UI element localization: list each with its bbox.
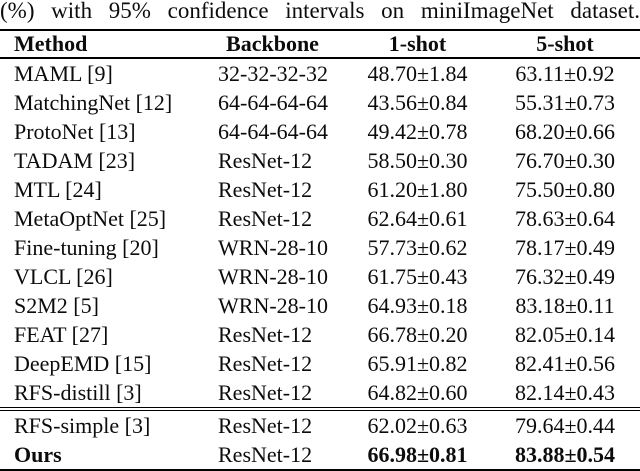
method-cell: Ours: [14, 441, 62, 467]
method-cell: MAML [9]: [14, 60, 113, 86]
backbone-cell: WRN-28-10: [218, 292, 328, 318]
table-row: MatchingNet [12] 64-64-64-64 43.56±0.84 55.…: [0, 88, 640, 117]
method-cell: RFS-simple [3]: [0, 407, 200, 440]
results-table: Method Backbone 1-shot 5-shot MAML [9] 32…: [0, 29, 640, 471]
five-shot-cell: 76.70±0.30: [514, 147, 616, 173]
five-shot-cell: 82.41±0.56: [514, 350, 616, 376]
method-cell: TADAM [23]: [14, 147, 136, 173]
five-shot-cell: 78.63±0.64: [514, 205, 616, 231]
one-shot-cell: 66.98±0.81: [367, 441, 468, 467]
one-shot-cell: 61.75±0.43: [367, 263, 468, 289]
backbone-cell: ResNet-12: [218, 205, 313, 231]
backbone-cell: ResNet-12: [218, 350, 313, 376]
method-cell: FEAT [27]: [14, 321, 109, 347]
one-shot-cell: 48.70±1.84: [367, 60, 468, 86]
backbone-cell: 64-64-64-64: [218, 89, 328, 115]
one-shot-cell: 62.02±0.63: [345, 407, 490, 440]
table-row: VLCL [26] WRN-28-10 61.75±0.43 76.32±0.49: [0, 262, 640, 291]
table-row: MAML [9] 32-32-32-32 48.70±1.84 63.11±0.92: [0, 58, 640, 88]
table-row: RFS-distill [3] ResNet-12 64.82±0.60 82.14±…: [0, 378, 640, 409]
five-shot-cell: 82.05±0.14: [514, 321, 616, 347]
table-row: FEAT [27] ResNet-12 66.78±0.20 82.05±0.14: [0, 320, 640, 349]
one-shot-cell: 65.91±0.82: [367, 350, 468, 376]
five-shot-cell: 68.20±0.66: [514, 118, 616, 144]
backbone-cell: ResNet-12: [200, 407, 345, 440]
five-shot-cell: 75.50±0.80: [514, 176, 616, 202]
column-header-5-shot: 5-shot: [490, 30, 640, 59]
table-header: Method Backbone 1-shot 5-shot: [0, 30, 640, 59]
five-shot-cell: 83.18±0.11: [515, 292, 615, 318]
five-shot-cell: 79.64±0.44: [490, 407, 640, 440]
table-row: TADAM [23] ResNet-12 58.50±0.30 76.70±0.30: [0, 146, 640, 175]
one-shot-cell: 66.78±0.20: [367, 321, 468, 347]
one-shot-cell: 61.20±1.80: [367, 176, 468, 202]
column-header-method: Method: [0, 30, 200, 59]
one-shot-cell: 43.56±0.84: [367, 89, 468, 115]
table-row: Fine-tuning [20] WRN-28-10 57.73±0.62 78.17…: [0, 233, 640, 262]
column-header-1-shot: 1-shot: [345, 30, 490, 59]
one-shot-cell: 62.64±0.61: [367, 205, 468, 231]
backbone-cell: WRN-28-10: [218, 263, 328, 289]
results-table-body: MAML [9] 32-32-32-32 48.70±1.84 63.11±0.92 M…: [0, 58, 640, 470]
table-row: MetaOptNet [25] ResNet-12 62.64±0.61 78.63±…: [0, 204, 640, 233]
backbone-cell: ResNet-12: [218, 441, 313, 467]
method-cell: Fine-tuning [20]: [14, 234, 159, 260]
column-header-backbone: Backbone: [200, 30, 345, 59]
method-cell: ProtoNet [13]: [14, 118, 136, 144]
method-cell: MTL [24]: [14, 176, 102, 202]
one-shot-cell: 64.93±0.18: [367, 292, 468, 318]
backbone-cell: 64-64-64-64: [218, 118, 328, 144]
five-shot-cell: 55.31±0.73: [514, 89, 616, 115]
one-shot-cell: 57.73±0.62: [367, 234, 468, 260]
table-row: DeepEMD [15] ResNet-12 65.91±0.82 82.41±0.5…: [0, 349, 640, 378]
table-row: Ours ResNet-12 66.98±0.81 83.88±0.54: [0, 440, 640, 470]
table-row: ProtoNet [13] 64-64-64-64 49.42±0.78 68.20±…: [0, 117, 640, 146]
five-shot-cell: 83.88±0.54: [514, 441, 616, 467]
method-cell: MatchingNet [12]: [14, 89, 173, 115]
table-row: S2M2 [5] WRN-28-10 64.93±0.18 83.18±0.11: [0, 291, 640, 320]
five-shot-cell: 63.11±0.92: [515, 60, 615, 86]
five-shot-cell: 78.17±0.49: [514, 234, 616, 260]
method-cell: S2M2 [5]: [14, 292, 99, 318]
backbone-cell: ResNet-12: [218, 379, 313, 405]
five-shot-cell: 76.32±0.49: [514, 263, 616, 289]
backbone-cell: WRN-28-10: [218, 234, 328, 260]
backbone-cell: ResNet-12: [218, 176, 313, 202]
backbone-cell: ResNet-12: [218, 321, 313, 347]
table-caption: (%) with 95% confidence intervals on min…: [0, 0, 640, 23]
method-cell: VLCL [26]: [14, 263, 113, 289]
backbone-cell: ResNet-12: [218, 147, 313, 173]
table-row: RFS-simple [3] ResNet-12 62.02±0.63 79.64±0…: [0, 407, 640, 440]
one-shot-cell: 64.82±0.60: [367, 379, 468, 405]
one-shot-cell: 58.50±0.30: [367, 147, 468, 173]
five-shot-cell: 82.14±0.43: [514, 379, 616, 405]
method-cell: RFS-distill [3]: [14, 379, 142, 405]
one-shot-cell: 49.42±0.78: [367, 118, 468, 144]
method-cell: DeepEMD [15]: [14, 350, 152, 376]
backbone-cell: 32-32-32-32: [218, 60, 328, 86]
table-row: MTL [24] ResNet-12 61.20±1.80 75.50±0.80: [0, 175, 640, 204]
method-cell: MetaOptNet [25]: [14, 205, 167, 231]
header-row: Method Backbone 1-shot 5-shot: [0, 30, 640, 59]
